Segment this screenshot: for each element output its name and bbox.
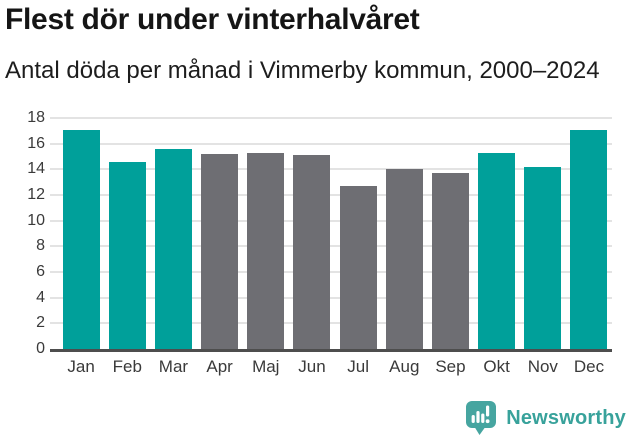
gridline-6 [50,271,612,274]
y-tick-label-16: 16 [27,134,45,152]
bar-maj [247,152,285,349]
bar-feb [108,161,146,349]
bar-jul [339,186,377,349]
plot-area [50,117,612,352]
bar-slot-apr [197,118,243,349]
bar-jan [62,129,100,349]
bar-okt [478,152,516,349]
x-tick-label-apr: Apr [206,357,233,376]
y-tick-label-2: 2 [36,314,45,332]
chart-subtitle: Antal döda per månad i Vimmerby kommun, … [5,57,600,84]
newsworthy-logo-text: Newsworthy [506,406,626,429]
bars-row [50,118,612,349]
x-tick-label-maj: Maj [252,357,280,376]
bar-slot-nov [520,118,566,349]
bar-mar [154,148,192,349]
bar-slot-aug [381,118,427,349]
x-tick-label-mar: Mar [158,357,189,376]
x-tick-label-dec: Dec [573,357,605,376]
bar-slot-jun [289,118,335,349]
gridline-2 [50,322,612,325]
x-tick-label-feb: Feb [112,357,142,376]
x-tick-label-nov: Nov [527,357,558,376]
bar-slot-mar [150,118,196,349]
bar-slot-maj [243,118,289,349]
gridline-12 [50,194,612,197]
bar-slot-okt [474,118,520,349]
x-tick-label-jul: Jul [347,357,369,376]
x-tick-label-jan: Jan [67,357,95,376]
bar-dec [570,129,608,349]
bar-sep [431,173,469,349]
bar-slot-feb [104,118,150,349]
y-tick-label-10: 10 [27,211,45,229]
y-tick-label-14: 14 [27,160,45,178]
y-axis: 0 2 4 6 8 10 12 14 16 18 [0,109,45,357]
y-tick-label-18: 18 [27,109,45,126]
y-tick-label-12: 12 [27,186,45,204]
bar-apr [201,153,239,349]
newsworthy-logo-icon [466,401,497,435]
x-tick-label-sep: Sep [435,357,466,376]
gridline-18 [50,117,612,119]
x-axis: Jan Feb Mar Apr Maj Jun Jul Aug Sep Okt Nov Dec [50,357,612,377]
x-tick-label-okt: Okt [483,357,510,376]
bar-slot-dec [566,118,612,349]
bar-slot-jul [335,118,381,349]
y-tick-label-8: 8 [36,237,45,255]
y-tick-label-0: 0 [36,340,45,357]
bar-aug [385,169,423,349]
gridline-16 [50,142,612,145]
gridline-10 [50,219,612,222]
y-tick-label-4: 4 [36,288,45,306]
bar-jun [293,155,331,349]
bar-slot-sep [427,118,473,349]
x-tick-label-jun: Jun [298,357,326,376]
bar-slot-jan [58,118,104,349]
gridline-8 [50,245,612,248]
bar-nov [524,166,562,349]
chart-title: Flest dör under vinterhalvåret [5,3,420,36]
y-tick-label-6: 6 [36,263,45,281]
footer-brand: Newsworthy [465,400,626,436]
gridline-4 [50,296,612,299]
x-tick-label-aug: Aug [389,357,420,376]
gridline-14 [50,168,612,171]
